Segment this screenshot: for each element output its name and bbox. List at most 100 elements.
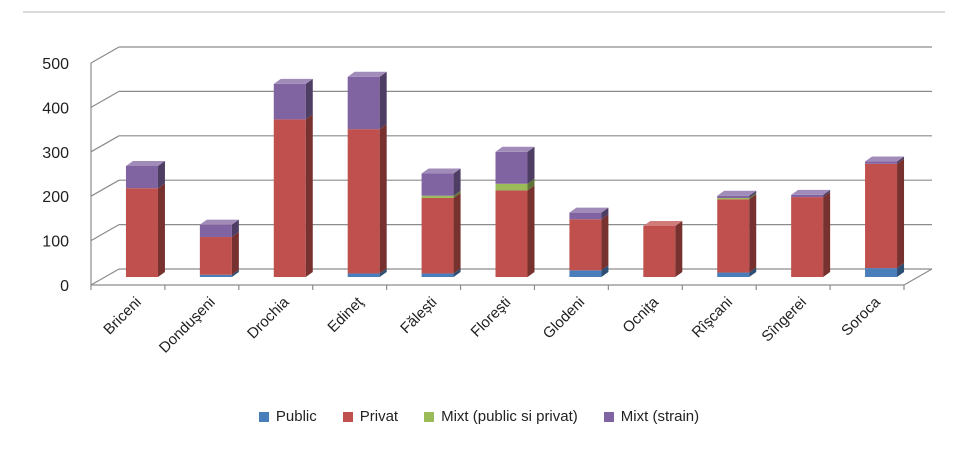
legend-label-mixt-public-privat: Mixt (public si privat) xyxy=(441,408,578,425)
bar-briceni-privat-side xyxy=(157,183,165,277)
bar-glodeni-mixt-strain-side xyxy=(601,207,609,220)
bar-singerei-top xyxy=(791,189,831,195)
bar-riscani-privat-side xyxy=(749,194,757,273)
bar-riscani-privat xyxy=(717,199,750,273)
x-tick-label-soroca: Soroca xyxy=(838,293,884,339)
bar-briceni-mixt-strain-side xyxy=(157,161,165,189)
legend-label-public: Public xyxy=(275,408,317,425)
bar-edinet-public-side xyxy=(379,268,387,277)
legend: Public Privat Mixt (public si privat) Mi… xyxy=(0,408,958,425)
bar-soroca-public-side xyxy=(897,263,905,277)
legend-swatch-privat xyxy=(342,411,353,422)
bar-falesti-mixt-strain-side xyxy=(453,168,461,196)
bar-riscani-public xyxy=(717,272,750,277)
bar-falesti-public xyxy=(421,273,454,277)
bar-floresti-privat-side xyxy=(527,185,535,277)
x-tick-label-falesti: Fălești xyxy=(397,294,440,337)
bar-singerei-privat xyxy=(791,197,824,277)
bar-falesti-mixt-strain xyxy=(421,173,454,196)
y-tick-label-100: 100 xyxy=(42,234,69,251)
x-tick-label-glodeni: Glodeni xyxy=(540,294,589,343)
floor-right-edge xyxy=(903,268,933,286)
bar-floresti-mixt-strain-side xyxy=(527,146,535,184)
bar-singerei-mixt-strain xyxy=(791,194,824,198)
legend-item-privat: Privat xyxy=(342,408,399,425)
x-tick-label-briceni: Briceni xyxy=(100,294,144,338)
bar-singerei-mixt-strain-side xyxy=(823,189,831,198)
bar-drochia-privat xyxy=(273,119,306,277)
x-tick-label-drochia: Drochia xyxy=(244,293,293,342)
legend-item-mixt-strain: Mixt (strain) xyxy=(603,408,700,425)
legend-swatch-mixt-strain xyxy=(603,411,614,422)
y-tick-label-500: 500 xyxy=(42,56,69,73)
bar-donduseni-privat-side xyxy=(231,232,239,275)
bar-soroca-top xyxy=(865,156,905,162)
bar-floresti-top xyxy=(495,146,535,152)
bar-briceni-privat xyxy=(125,188,158,277)
bar-ocnita-privat xyxy=(643,225,676,277)
x-tick-label-edinet: Edineţ xyxy=(324,293,367,336)
bar-drochia-privat-side xyxy=(305,114,313,277)
bar-soroca-public xyxy=(865,268,898,277)
gridline-depth-100 xyxy=(90,224,120,242)
bar-drochia-mixt-strain xyxy=(273,83,306,120)
bar-glodeni-public-side xyxy=(601,265,609,277)
bar-ocnita-privat-side xyxy=(675,220,683,277)
bar-soroca-mixt-strain-side xyxy=(897,156,905,164)
bar-falesti-public-side xyxy=(453,268,461,277)
bar-drochia-top xyxy=(273,78,313,84)
gridline-depth-300 xyxy=(90,135,120,153)
bar-singerei-privat-side xyxy=(823,192,831,277)
bar-soroca-privat-side xyxy=(897,158,905,269)
gridline-depth-400 xyxy=(90,90,120,108)
bar-floresti-mixt-strain xyxy=(495,151,528,184)
bar-riscani-public-side xyxy=(749,267,757,277)
y-tick-label-200: 200 xyxy=(42,189,69,206)
bar-donduseni-mixt-strain xyxy=(199,224,232,238)
bar-soroca-mixt-strain xyxy=(865,161,898,164)
x-tick-label-riscani: Rîşcani xyxy=(689,294,736,341)
legend-item-mixt-public-privat: Mixt (public si privat) xyxy=(424,408,578,425)
y-tick-label-0: 0 xyxy=(60,278,69,295)
bar-edinet-privat xyxy=(347,129,380,274)
legend-swatch-mixt-public-privat xyxy=(424,411,435,422)
bar-falesti-mixt-public-si-privat xyxy=(421,195,454,198)
bar-glodeni-privat xyxy=(569,219,602,271)
bar-glodeni-top xyxy=(569,207,609,213)
gridline-depth-500 xyxy=(90,46,120,64)
bar-falesti-mixt-public-si-privat-side xyxy=(453,190,461,198)
bar-edinet-top xyxy=(347,71,387,77)
legend-label-mixt-strain: Mixt (strain) xyxy=(620,408,700,425)
bar-briceni-mixt-strain xyxy=(125,166,158,189)
legend-swatch-public xyxy=(258,411,269,422)
bar-falesti-privat-side xyxy=(453,192,461,274)
bar-edinet-mixt-strain xyxy=(347,76,380,130)
legend-item-public: Public xyxy=(258,408,317,425)
legend-label-privat: Privat xyxy=(359,408,399,425)
bar-glodeni-public xyxy=(569,270,602,277)
x-tick-label-floresti: Floreşti xyxy=(468,294,515,341)
bar-ocnita-top xyxy=(643,220,683,226)
bar-glodeni-mixt-strain xyxy=(569,212,602,220)
bar-riscani-mixt-public-si-privat xyxy=(717,197,750,200)
bar-floresti-mixt-public-si-privat xyxy=(495,183,528,191)
bar-glodeni-privat-side xyxy=(601,214,609,271)
bar-floresti-privat xyxy=(495,190,528,277)
x-tick-label-singerei: Sîngerei xyxy=(758,294,810,346)
bar-donduseni-privat xyxy=(199,237,232,275)
bar-donduseni-public-side xyxy=(231,269,239,277)
bar-donduseni-top xyxy=(199,219,239,225)
bar-riscani-mixt-strain-side xyxy=(749,190,757,198)
gridline-depth-0 xyxy=(90,268,120,286)
bar-floresti-mixt-public-si-privat-side xyxy=(527,178,535,191)
bar-donduseni-public xyxy=(199,274,232,277)
bar-edinet-mixt-strain-side xyxy=(379,71,387,130)
bar-riscani-top xyxy=(717,190,757,196)
bar-falesti-top xyxy=(421,168,461,174)
bar-drochia-mixt-strain-side xyxy=(305,78,313,120)
bar-riscani-mixt-public-si-privat-side xyxy=(749,192,757,200)
bar-briceni-top xyxy=(125,161,165,166)
x-tick-label-donduseni: Donduşeni xyxy=(156,294,219,357)
